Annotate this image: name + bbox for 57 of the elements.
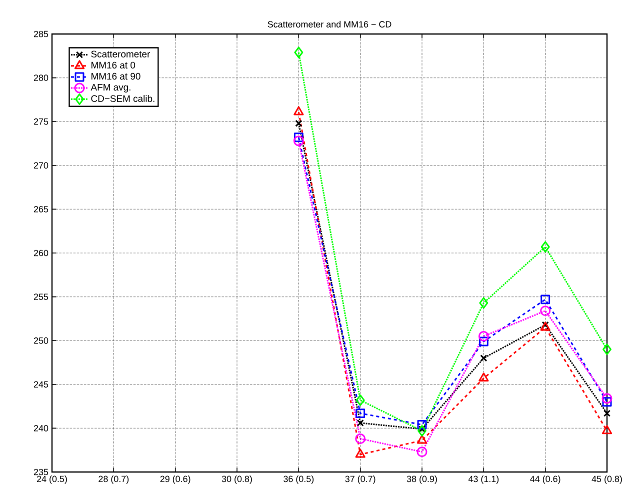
x-tick-label: 44 (0.6) (530, 476, 560, 484)
y-tick-label: 240 (34, 425, 48, 432)
point (418, 425, 426, 437)
point (295, 120, 302, 127)
point (416, 434, 428, 444)
x-tick-label: 37 (0.7) (345, 476, 376, 484)
point (294, 132, 304, 142)
x-tick-label: 43 (1.1) (468, 476, 499, 484)
legend-label: CD−SEM calib. (91, 94, 154, 102)
y-tick-label: 235 (34, 468, 48, 476)
point (602, 425, 612, 434)
point (540, 241, 550, 253)
point (602, 344, 612, 356)
point (293, 136, 304, 146)
point (478, 336, 488, 346)
y-tick-label: 280 (34, 74, 48, 81)
point (540, 322, 550, 331)
y-tick-label: 255 (34, 294, 48, 300)
point (418, 426, 426, 433)
legend-label: MM16 at 0 (92, 62, 136, 69)
point (356, 408, 366, 418)
chart-title: Scatterometer and MM16 − CD (268, 20, 392, 28)
point (540, 294, 550, 304)
point (355, 433, 366, 444)
point (294, 106, 304, 116)
y-tick-label: 285 (34, 30, 48, 38)
x-tick-label: 24 (0.5) (37, 476, 67, 484)
x-tick-label: 28 (0.7) (98, 476, 129, 484)
point (603, 410, 611, 417)
point (356, 394, 365, 406)
point (480, 354, 488, 362)
x-tick-label: 30 (0.8) (222, 476, 252, 484)
y-tick-label: 275 (34, 118, 48, 125)
point (479, 297, 488, 309)
point (542, 321, 549, 328)
point (602, 397, 612, 407)
point (355, 448, 366, 458)
point (540, 306, 551, 316)
point (417, 420, 427, 430)
point (416, 446, 428, 458)
legend-label: AFM avg. (90, 84, 130, 92)
point (478, 330, 489, 342)
x-tick-label: 45 (0.8) (592, 476, 622, 484)
x-tick-label: 29 (0.6) (160, 476, 190, 484)
point (478, 372, 489, 382)
y-tick-label: 250 (34, 337, 48, 344)
y-tick-label: 245 (34, 381, 48, 388)
point (294, 46, 304, 58)
point (356, 419, 364, 427)
x-tick-label: 36 (0.5) (284, 476, 314, 484)
point (602, 393, 612, 404)
x-tick-label: 38 (0.9) (406, 476, 437, 484)
legend-label: MM16 at 90 (92, 72, 140, 80)
y-tick-label: 260 (34, 250, 48, 256)
legend-label: Scatterometer (91, 50, 150, 58)
y-tick-label: 265 (34, 206, 48, 212)
y-tick-label: 270 (34, 162, 48, 169)
